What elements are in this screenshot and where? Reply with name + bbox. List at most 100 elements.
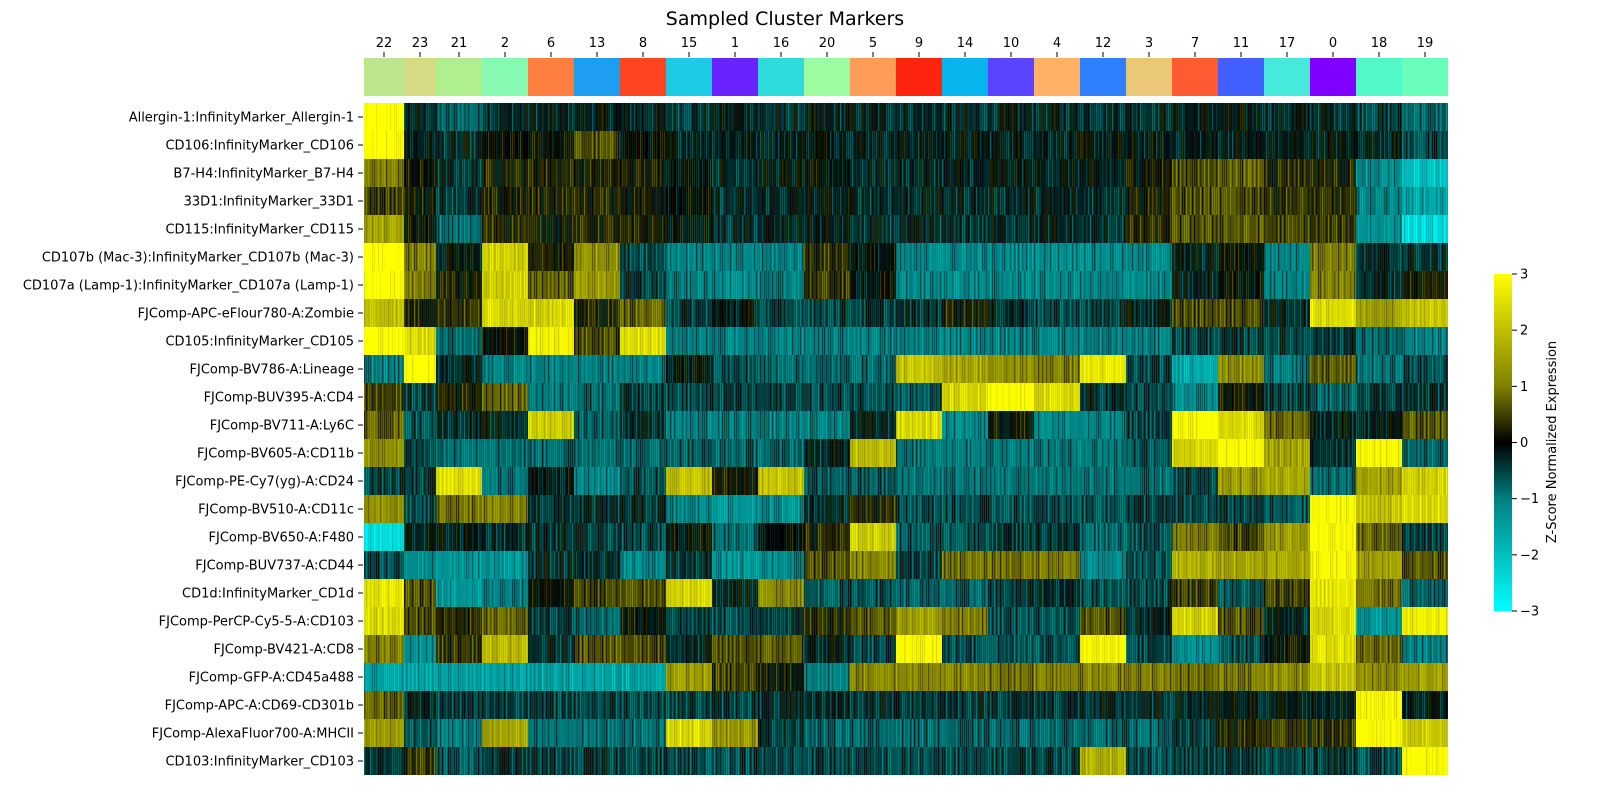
cluster-color-0 (1310, 58, 1356, 96)
heatmap-cell (364, 663, 404, 691)
heatmap-cell (712, 523, 758, 551)
heatmap-cell (988, 103, 1034, 131)
cluster-color-11 (1218, 58, 1264, 96)
cluster-color-17 (1264, 58, 1310, 96)
heatmap-cell (1080, 607, 1126, 635)
heatmap-row-21 (364, 691, 1448, 719)
heatmap-cell (1310, 411, 1356, 439)
heatmap-cell (364, 495, 404, 523)
heatmap-cell (896, 747, 942, 775)
heatmap-cell (1264, 551, 1310, 579)
cluster-label-14: 14 (957, 36, 974, 51)
heatmap-cell (850, 243, 896, 271)
heatmap-cell (1310, 691, 1356, 719)
heatmap-cell (666, 719, 712, 747)
heatmap-cell (1034, 327, 1080, 355)
heatmap-cell (666, 495, 712, 523)
heatmap-cell (758, 327, 804, 355)
heatmap-cell (1402, 635, 1448, 663)
cluster-color-1 (712, 58, 758, 96)
heatmap-cell (1402, 719, 1448, 747)
heatmap-cell (1356, 299, 1402, 327)
heatmap-cell (1356, 747, 1402, 775)
marker-label: CD1d:InfinityMarker_CD1d (182, 587, 354, 602)
cluster-label-0: 0 (1329, 36, 1337, 51)
heatmap-cell (1402, 271, 1448, 299)
heatmap-cell (1402, 103, 1448, 131)
heatmap-cell (850, 159, 896, 187)
heatmap-cell (404, 243, 436, 271)
cluster-color-2 (482, 58, 528, 96)
heatmap-cell (666, 607, 712, 635)
heatmap-cell (620, 551, 666, 579)
heatmap-cell (404, 159, 436, 187)
cluster-color-21 (436, 58, 482, 96)
heatmap-cell (850, 215, 896, 243)
heatmap-cell (1356, 383, 1402, 411)
cluster-color-23 (404, 58, 436, 96)
heatmap-cell (896, 355, 942, 383)
heatmap-cell (1034, 607, 1080, 635)
heatmap-cell (758, 355, 804, 383)
heatmap-cell (758, 411, 804, 439)
heatmap-cell (1402, 187, 1448, 215)
heatmap-cell (620, 383, 666, 411)
heatmap-cell (1264, 131, 1310, 159)
heatmap-cell (528, 663, 574, 691)
cluster-color-22 (364, 58, 404, 96)
heatmap-cell (528, 495, 574, 523)
heatmap-cell (1034, 215, 1080, 243)
heatmap-cell (896, 299, 942, 327)
heatmap-cell (482, 551, 528, 579)
heatmap-cell (1126, 271, 1172, 299)
heatmap-cell (1172, 215, 1218, 243)
heatmap-cell (1310, 131, 1356, 159)
heatmap-cell (574, 551, 620, 579)
heatmap-cell (1126, 327, 1172, 355)
heatmap-row-17 (364, 579, 1448, 607)
heatmap-cell (1034, 579, 1080, 607)
heatmap-cell (482, 411, 528, 439)
marker-label: CD115:InfinityMarker_CD115 (165, 223, 354, 238)
heatmap-cell (850, 411, 896, 439)
heatmap-cell (942, 383, 988, 411)
heatmap-cell (1356, 187, 1402, 215)
heatmap-cell (712, 159, 758, 187)
heatmap-cell (1356, 719, 1402, 747)
heatmap-cell (1080, 271, 1126, 299)
heatmap-cell (1356, 355, 1402, 383)
heatmap-cell (404, 271, 436, 299)
heatmap-cell (896, 271, 942, 299)
heatmap-cell (528, 691, 574, 719)
heatmap-cell (896, 383, 942, 411)
heatmap-cell (896, 131, 942, 159)
heatmap-cell (528, 299, 574, 327)
heatmap-cell (666, 355, 712, 383)
heatmap-cell (1356, 131, 1402, 159)
heatmap-cell (1310, 187, 1356, 215)
heatmap-cell (804, 187, 850, 215)
heatmap-cell (1034, 635, 1080, 663)
heatmap-cell (528, 523, 574, 551)
heatmap-row-15 (364, 523, 1448, 551)
heatmap-cell (712, 271, 758, 299)
heatmap-cell (528, 467, 574, 495)
heatmap-cell (988, 411, 1034, 439)
heatmap-cell (620, 747, 666, 775)
heatmap-cell (1126, 467, 1172, 495)
heatmap-cell (364, 187, 404, 215)
heatmap-cell (1080, 299, 1126, 327)
heatmap-cell (1310, 495, 1356, 523)
heatmap-cell (1310, 523, 1356, 551)
heatmap-cell (896, 243, 942, 271)
heatmap-cell (574, 271, 620, 299)
heatmap-cell (574, 523, 620, 551)
marker-label: CD107a (Lamp-1):InfinityMarker_CD107a (L… (23, 279, 354, 294)
heatmap-cell (758, 243, 804, 271)
heatmap-cell (1264, 215, 1310, 243)
heatmap-cell (574, 215, 620, 243)
heatmap-cell (988, 719, 1034, 747)
heatmap-cell (1172, 187, 1218, 215)
heatmap-cell (574, 243, 620, 271)
heatmap-cell (1310, 663, 1356, 691)
